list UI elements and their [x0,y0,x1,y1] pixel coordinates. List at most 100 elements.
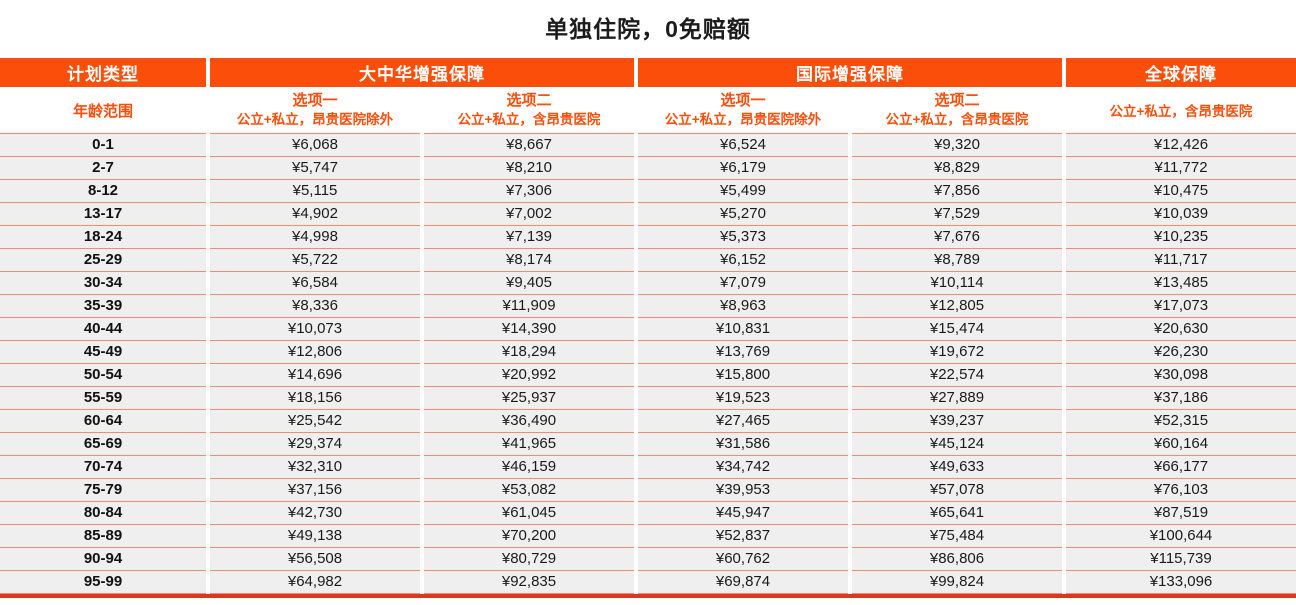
premium-cell: ¥34,742 [638,456,848,479]
premium-cell: ¥12,806 [210,341,420,364]
table-row: 95-99 ¥64,982 ¥92,835 ¥69,874 ¥99,824 ¥133,09… [0,571,1296,594]
premium-cell: ¥8,174 [424,249,634,272]
table-row: 65-69 ¥29,374 ¥41,965 ¥31,586 ¥45,124 ¥60,164 [0,433,1296,456]
age-range-cell: 95-99 [0,571,206,594]
premium-cell: ¥80,729 [424,548,634,571]
premium-cell: ¥6,524 [638,134,848,157]
premium-cell: ¥8,789 [852,249,1062,272]
premium-cell: ¥7,306 [424,180,634,203]
age-range-cell: 2-7 [0,157,206,180]
premium-cell: ¥75,484 [852,525,1062,548]
greater-china-option2-header: 选项二 公立+私立，含昂贵医院 [424,87,634,134]
premium-cell: ¥27,889 [852,387,1062,410]
premium-cell: ¥29,374 [210,433,420,456]
premium-cell: ¥37,156 [210,479,420,502]
premium-cell: ¥39,237 [852,410,1062,433]
premium-cell: ¥39,953 [638,479,848,502]
premium-cell: ¥5,270 [638,203,848,226]
premium-cell: ¥8,963 [638,295,848,318]
page-title: 单独住院，0免赔额 [545,16,751,42]
premium-cell: ¥5,373 [638,226,848,249]
premium-cell: ¥7,856 [852,180,1062,203]
premium-cell: ¥45,947 [638,502,848,525]
premium-cell: ¥11,909 [424,295,634,318]
premium-cell: ¥5,115 [210,180,420,203]
premium-cell: ¥49,633 [852,456,1062,479]
premium-cell: ¥19,523 [638,387,848,410]
premium-cell: ¥8,336 [210,295,420,318]
table-body: 0-1 ¥6,068 ¥8,667 ¥6,524 ¥9,320 ¥12,426 2-7 ¥5,… [0,134,1296,594]
premium-cell: ¥60,762 [638,548,848,571]
premium-cell: ¥13,769 [638,341,848,364]
option2-subtitle: 公立+私立，含昂贵医院 [457,112,601,127]
age-range-cell: 65-69 [0,433,206,456]
premium-cell: ¥11,772 [1066,157,1296,180]
premium-cell: ¥52,837 [638,525,848,548]
premium-cell: ¥32,310 [210,456,420,479]
premium-cell: ¥69,874 [638,571,848,594]
premium-cell: ¥10,831 [638,318,848,341]
premium-cell: ¥10,114 [852,272,1062,295]
premium-cell: ¥7,079 [638,272,848,295]
option2-subtitle: 公立+私立，含昂贵医院 [885,112,1029,127]
premium-cell: ¥133,096 [1066,571,1296,594]
premium-cell: ¥99,824 [852,571,1062,594]
age-range-cell: 85-89 [0,525,206,548]
premium-cell: ¥4,902 [210,203,420,226]
age-range-cell: 30-34 [0,272,206,295]
premium-cell: ¥13,485 [1066,272,1296,295]
table-row: 35-39 ¥8,336 ¥11,909 ¥8,963 ¥12,805 ¥17,073 [0,295,1296,318]
premium-cell: ¥64,982 [210,571,420,594]
age-range-cell: 60-64 [0,410,206,433]
premium-cell: ¥22,574 [852,364,1062,387]
option2-title: 选项二 [506,92,552,109]
premium-cell: ¥18,156 [210,387,420,410]
premium-cell: ¥57,078 [852,479,1062,502]
premium-cell: ¥15,800 [638,364,848,387]
age-range-cell: 13-17 [0,203,206,226]
option1-title: 选项一 [292,92,338,109]
premium-cell: ¥10,073 [210,318,420,341]
premium-cell: ¥49,138 [210,525,420,548]
age-range-cell: 50-54 [0,364,206,387]
age-range-cell: 35-39 [0,295,206,318]
premium-cell: ¥56,508 [210,548,420,571]
age-range-cell: 80-84 [0,502,206,525]
option1-subtitle: 公立+私立，昂贵医院除外 [664,112,822,127]
age-range-cell: 75-79 [0,479,206,502]
premium-cell: ¥61,045 [424,502,634,525]
premium-cell: ¥12,426 [1066,134,1296,157]
premium-cell: ¥15,474 [852,318,1062,341]
premium-cell: ¥41,965 [424,433,634,456]
premium-cell: ¥27,465 [638,410,848,433]
premium-cell: ¥10,475 [1066,180,1296,203]
column-group-global: 全球保障 [1066,58,1296,87]
premium-cell: ¥76,103 [1066,479,1296,502]
table-row: 45-49 ¥12,806 ¥18,294 ¥13,769 ¥19,672 ¥26,230 [0,341,1296,364]
premium-cell: ¥4,998 [210,226,420,249]
premium-cell: ¥9,320 [852,134,1062,157]
global-coverage-subtitle-header: 公立+私立，含昂贵医院 [1066,87,1296,134]
premium-cell: ¥14,696 [210,364,420,387]
group-header-row: 计划类型 大中华增强保障 国际增强保障 全球保障 [0,58,1296,87]
table-row: 18-24 ¥4,998 ¥7,139 ¥5,373 ¥7,676 ¥10,235 [0,226,1296,249]
premium-cell: ¥11,717 [1066,249,1296,272]
premium-cell: ¥37,186 [1066,387,1296,410]
age-range-cell: 8-12 [0,180,206,203]
option1-title: 选项一 [720,92,766,109]
premium-cell: ¥20,630 [1066,318,1296,341]
premium-cell: ¥17,073 [1066,295,1296,318]
premium-cell: ¥6,179 [638,157,848,180]
premium-cell: ¥36,490 [424,410,634,433]
option1-subtitle: 公立+私立，昂贵医院除外 [236,112,394,127]
table-row: 0-1 ¥6,068 ¥8,667 ¥6,524 ¥9,320 ¥12,426 [0,134,1296,157]
column-group-greater-china: 大中华增强保障 [210,58,634,87]
international-option2-header: 选项二 公立+私立，含昂贵医院 [852,87,1062,134]
premium-cell: ¥10,039 [1066,203,1296,226]
age-range-cell: 0-1 [0,134,206,157]
premium-cell: ¥42,730 [210,502,420,525]
premium-cell: ¥87,519 [1066,502,1296,525]
age-range-header: 年龄范围 [0,87,206,134]
premium-cell: ¥6,152 [638,249,848,272]
